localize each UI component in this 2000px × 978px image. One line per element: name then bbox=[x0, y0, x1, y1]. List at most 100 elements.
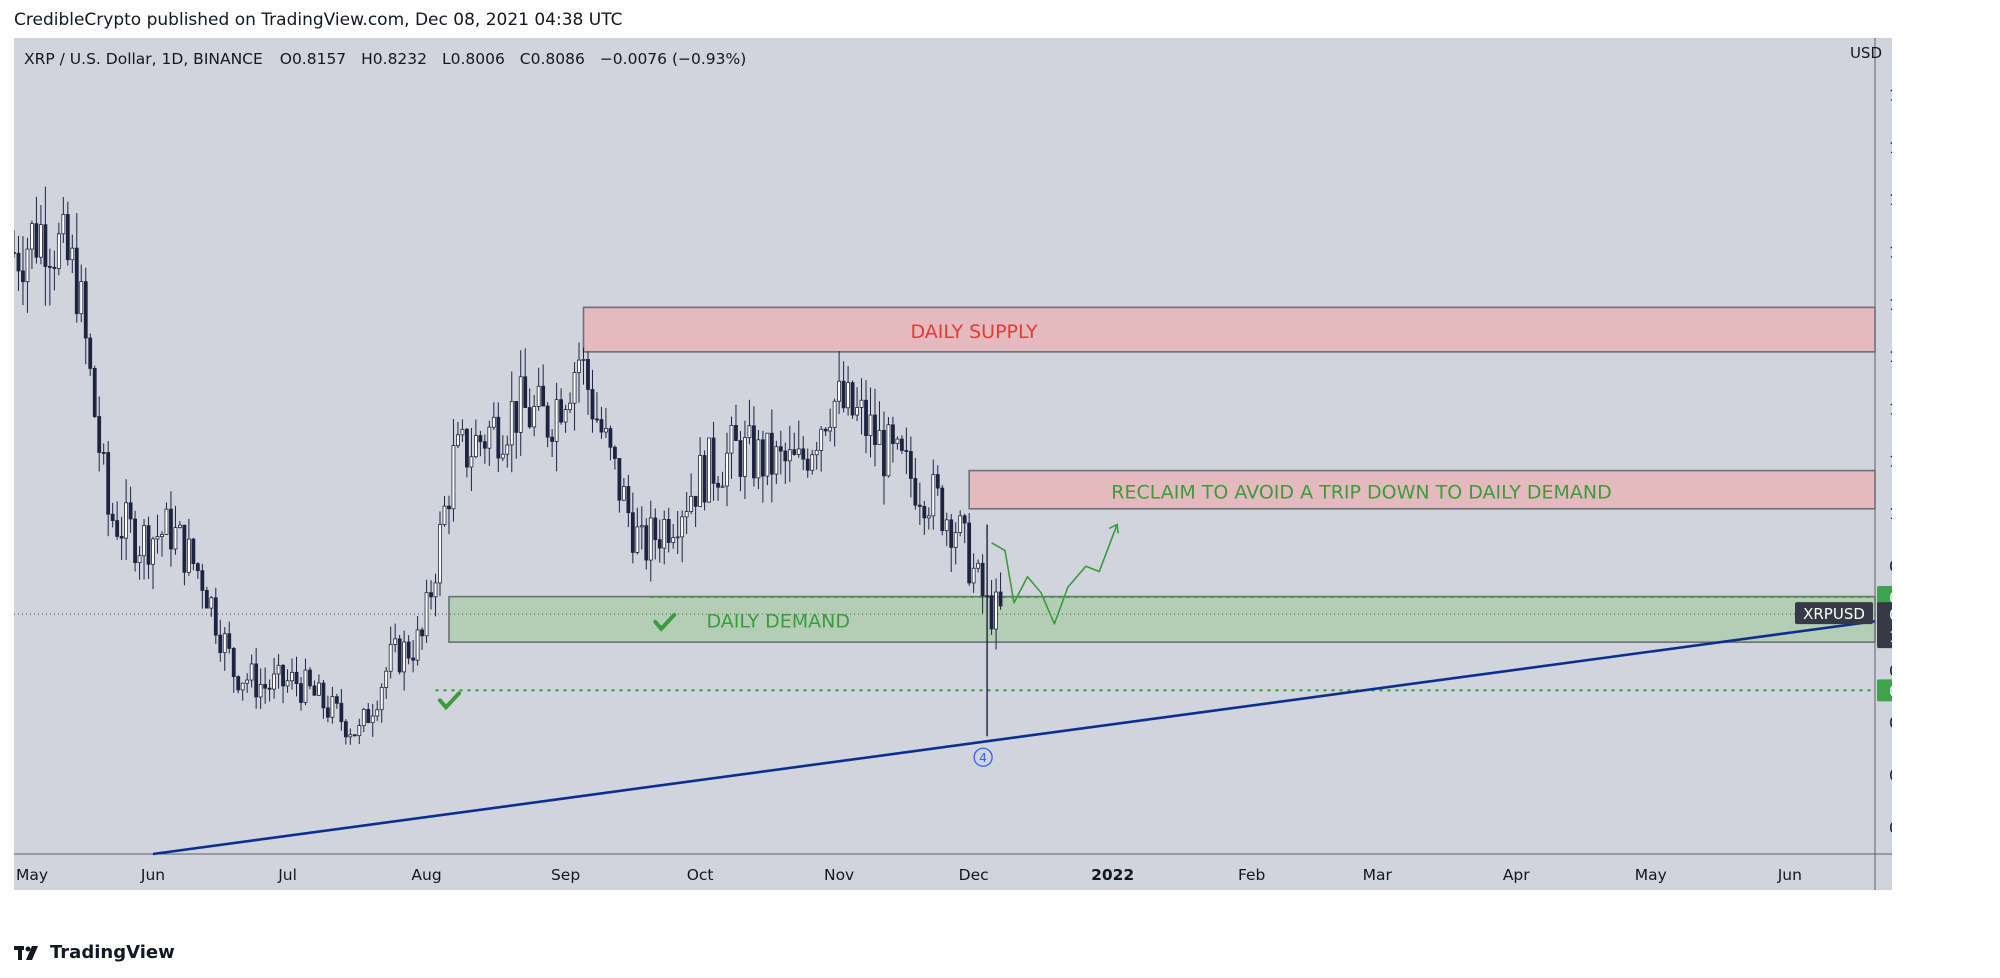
y-tick-label: 1.0000 bbox=[1889, 505, 1892, 523]
brand-name: TradingView bbox=[50, 942, 175, 963]
candle-body bbox=[711, 437, 716, 484]
candle-body bbox=[218, 634, 223, 653]
last-price-badge bbox=[1877, 602, 1892, 649]
candle-body bbox=[935, 474, 940, 489]
candle-body bbox=[496, 416, 501, 459]
x-tick-label: Jul bbox=[277, 866, 297, 884]
candle-body bbox=[702, 455, 707, 503]
candle-body bbox=[209, 597, 214, 609]
candle-body bbox=[559, 399, 563, 423]
candle-body bbox=[227, 633, 232, 649]
candle-body bbox=[343, 721, 348, 738]
candle-body bbox=[88, 337, 93, 369]
candle-body bbox=[110, 513, 115, 521]
check-mark-icon-0 bbox=[653, 612, 677, 632]
candle-body bbox=[953, 532, 958, 548]
candle-body bbox=[967, 522, 972, 584]
y-tick-label: 0.9000 bbox=[1889, 557, 1892, 575]
candle-body bbox=[577, 359, 581, 373]
candle-body bbox=[581, 359, 586, 361]
candle-body bbox=[402, 641, 407, 673]
candle-body bbox=[810, 454, 815, 471]
candle-body bbox=[671, 537, 676, 543]
y-tick-label: 0.4000 bbox=[1889, 819, 1892, 837]
candle-body bbox=[693, 495, 698, 507]
candle-body bbox=[689, 495, 694, 512]
candle-body bbox=[734, 425, 738, 441]
candle-body bbox=[832, 400, 837, 428]
candle-body bbox=[213, 597, 218, 636]
candle-body bbox=[828, 426, 833, 432]
candle-body bbox=[590, 389, 595, 420]
candle-body bbox=[904, 450, 909, 452]
candle-body bbox=[478, 435, 483, 443]
candle-body bbox=[989, 595, 994, 630]
tradingview-brand[interactable]: TradingView bbox=[14, 942, 175, 963]
candle-body bbox=[137, 555, 142, 564]
close-label: C bbox=[519, 50, 531, 68]
candle-body bbox=[65, 214, 70, 261]
y-tick-label: 1.7000 bbox=[1889, 139, 1892, 157]
candle-body bbox=[465, 428, 469, 468]
candle-body bbox=[388, 644, 393, 672]
candle-body bbox=[303, 669, 308, 703]
candle-body bbox=[16, 252, 21, 272]
candle-body bbox=[370, 715, 375, 724]
candle-body bbox=[769, 432, 774, 475]
x-tick-label: Jun bbox=[140, 866, 165, 884]
candle-body bbox=[572, 372, 577, 404]
candle-body bbox=[765, 432, 770, 477]
candle-body bbox=[366, 709, 371, 724]
candle-body bbox=[774, 446, 779, 475]
candle-body bbox=[850, 382, 855, 416]
y-tick-label: 0.7000 bbox=[1889, 662, 1892, 680]
y-tick-label: 1.6000 bbox=[1889, 191, 1892, 209]
candle-body bbox=[604, 428, 608, 433]
candle-body bbox=[451, 445, 456, 510]
chart-panel[interactable]: DAILY SUPPLY RECLAIM TO AVOID A TRIP DOWN… bbox=[14, 38, 1892, 890]
tradingview-logo-icon bbox=[14, 945, 38, 960]
candle-body bbox=[523, 376, 528, 408]
candle-body bbox=[630, 512, 635, 553]
candle-body bbox=[294, 671, 299, 684]
candle-body bbox=[334, 696, 339, 704]
close-value: 0.8086 bbox=[530, 50, 585, 68]
price-chart[interactable]: DAILY SUPPLY RECLAIM TO AVOID A TRIP DOWN… bbox=[14, 38, 1892, 890]
candle-body bbox=[348, 734, 353, 738]
candle-body bbox=[164, 508, 169, 535]
candle-body bbox=[115, 520, 120, 537]
candle-body bbox=[267, 687, 272, 690]
candle-body bbox=[873, 414, 877, 445]
candle-body bbox=[859, 399, 864, 408]
candle-body bbox=[142, 525, 146, 557]
candle-body bbox=[653, 517, 658, 541]
candle-body bbox=[39, 224, 43, 258]
y-tick-label: 0.6000 bbox=[1889, 714, 1892, 732]
candle-body bbox=[626, 486, 631, 514]
candle-body bbox=[801, 448, 806, 460]
candle-body bbox=[397, 638, 402, 673]
candle-body bbox=[415, 629, 420, 661]
candle-body bbox=[536, 385, 541, 407]
y-tick-label: 1.3000 bbox=[1889, 348, 1892, 366]
candle-body bbox=[868, 414, 873, 436]
candle-body bbox=[406, 641, 411, 659]
candle-body bbox=[675, 536, 680, 539]
candle-body bbox=[47, 266, 52, 268]
projected-arrow-head bbox=[1108, 523, 1119, 534]
candle-body bbox=[895, 438, 900, 445]
x-tick-label: May bbox=[16, 866, 48, 884]
candle-body bbox=[92, 368, 97, 417]
candle-body bbox=[994, 591, 998, 630]
candle-body bbox=[281, 664, 285, 687]
candle-body bbox=[958, 515, 963, 533]
candle-body bbox=[487, 426, 492, 449]
candle-body bbox=[155, 536, 160, 540]
candle-body bbox=[783, 450, 788, 462]
candle-body bbox=[563, 409, 568, 423]
candle-body bbox=[442, 505, 447, 525]
candle-body bbox=[200, 570, 205, 591]
level-badge-label-0: 0.8414 bbox=[1889, 589, 1892, 607]
candle-body bbox=[447, 505, 451, 510]
candle-body bbox=[613, 446, 617, 459]
